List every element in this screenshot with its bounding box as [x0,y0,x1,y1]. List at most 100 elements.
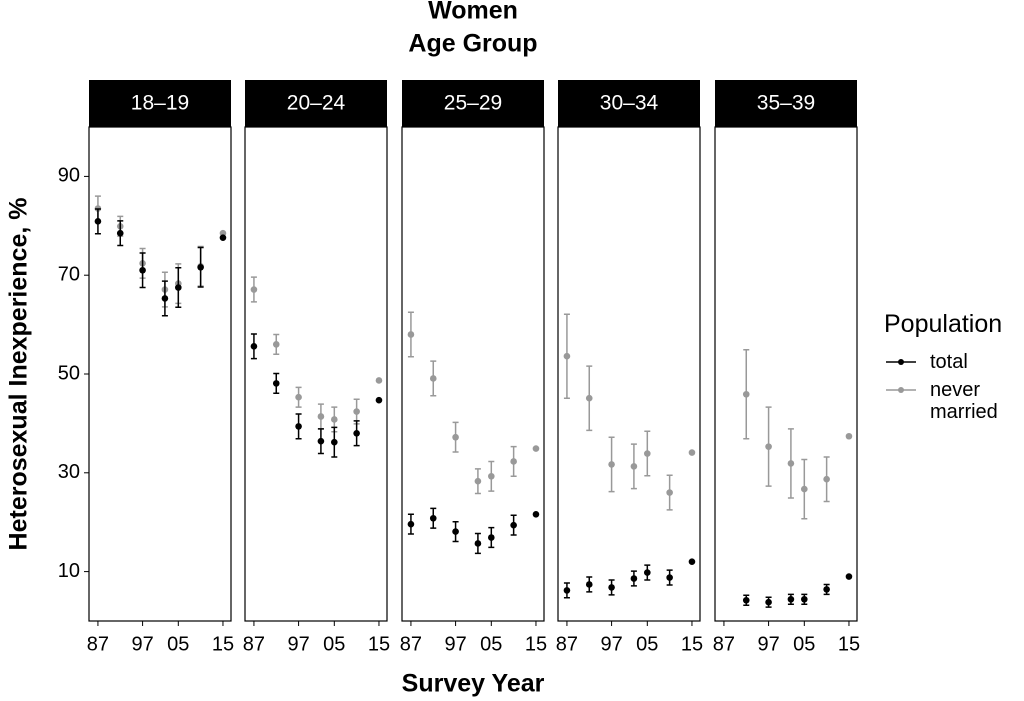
data-point [474,540,482,547]
facet-strip [245,80,387,127]
data-point [644,569,651,576]
facet-title: 30–34 [600,92,659,115]
facet-title: 25–29 [444,92,502,115]
data-point [666,489,673,496]
data-point [331,438,338,446]
x-tick-label: 05 [480,633,502,655]
data-point [644,450,651,457]
facet-strip [558,80,700,127]
data-point [765,598,772,606]
data-point [250,343,258,350]
x-tick-label: 97 [131,633,153,655]
legend-dot [898,387,904,393]
data-point [452,528,459,535]
facet-strip [402,80,544,127]
data-point [532,510,540,518]
y-tick-label: 90 [58,165,80,187]
facet-strip [89,80,231,127]
legend-item: never married [884,379,1024,423]
data-point [666,574,673,581]
y-tick-label: 70 [58,263,80,285]
x-tick-label: 87 [243,633,265,655]
x-tick-label: 97 [600,633,622,655]
facet-title: 18–19 [131,92,189,115]
x-tick-label: 15 [525,633,547,655]
data-point [688,449,696,456]
data-point [563,587,571,594]
x-tick-label: 15 [368,633,390,655]
data-point [429,514,437,522]
data-point [608,461,615,468]
data-point [375,396,383,404]
data-point [175,284,182,291]
data-point [429,375,437,382]
facet-title: 20–24 [287,92,346,115]
data-point [407,331,415,338]
data-point [510,458,517,465]
x-tick-label: 15 [681,633,703,655]
x-tick-label: 97 [444,633,466,655]
data-point [407,520,415,528]
data-point [272,341,280,348]
data-point [845,432,853,440]
legend-label: total [930,351,968,373]
data-point [219,234,227,241]
data-point [787,595,795,603]
chart-subtitle: Age Group [408,30,537,58]
data-point [452,433,459,441]
panel [401,126,545,622]
data-point [845,573,853,580]
data-point [510,521,517,529]
x-tick-label: 97 [287,633,309,655]
x-tick-label: 97 [757,633,779,655]
data-point [116,229,124,237]
legend-key [886,359,916,365]
panel [557,126,701,622]
data-point [823,586,830,593]
y-tick-label: 50 [58,362,80,384]
data-point [488,472,495,480]
legend-dot [898,359,904,365]
data-point [585,394,593,402]
data-point [353,408,360,415]
legend: Population total never married [884,310,1024,429]
data-point [585,581,593,588]
data-point [630,575,638,582]
data-point [250,286,258,293]
x-tick-label: 87 [400,633,422,655]
x-tick-label: 87 [713,633,735,655]
data-point [295,393,302,401]
data-point [375,377,383,384]
x-tick-label: 05 [167,633,189,655]
x-tick-label: 15 [212,633,234,655]
x-tick-label: 05 [323,633,345,655]
y-axis-label: Heterosexual Inexperience, % [5,198,33,551]
data-point [765,443,772,450]
facet-title: 35–39 [757,92,815,115]
data-point [317,437,325,445]
data-point [161,295,169,302]
data-point [608,584,615,591]
data-point [742,596,750,604]
data-point [688,558,696,566]
chart-title: Women [428,0,518,25]
legend-item: total [884,351,1024,373]
data-point [94,218,102,225]
x-tick-label: 87 [556,633,578,655]
panel [244,126,388,622]
x-axis-label: Survey Year [402,670,545,698]
data-point [742,390,750,398]
legend-key [886,387,916,393]
data-point [630,463,638,470]
legend-label: never married [930,379,998,423]
data-point [488,534,495,541]
x-tick-label: 87 [87,633,109,655]
data-point [197,263,204,271]
data-point [295,423,302,430]
x-tick-label: 05 [793,633,815,655]
data-point [801,595,808,603]
y-tick-label: 10 [58,560,80,582]
panel [88,126,232,622]
